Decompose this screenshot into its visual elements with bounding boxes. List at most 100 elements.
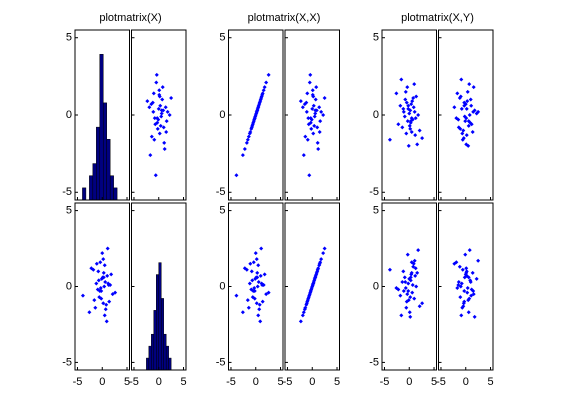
- point: [96, 269, 101, 274]
- point: [98, 260, 103, 265]
- point: [463, 119, 468, 124]
- point: [401, 109, 406, 114]
- point: [164, 130, 169, 134]
- point: [410, 99, 415, 104]
- point: [248, 261, 253, 266]
- point: [250, 295, 255, 300]
- point: [240, 310, 245, 315]
- point: [300, 313, 305, 318]
- hist-bar: [158, 262, 162, 371]
- point: [97, 295, 102, 300]
- point: [302, 102, 307, 107]
- point: [462, 289, 467, 294]
- point: [399, 77, 404, 82]
- point: [258, 273, 263, 278]
- point: [307, 80, 312, 85]
- point: [164, 119, 169, 124]
- point: [399, 313, 404, 318]
- point: [415, 270, 420, 275]
- point: [240, 153, 245, 158]
- y-tick-label: -5: [369, 186, 379, 198]
- point: [414, 94, 419, 99]
- point: [258, 99, 263, 104]
- point: [256, 279, 261, 284]
- hist-bar: [89, 175, 94, 201]
- point: [305, 137, 310, 142]
- point: [471, 85, 476, 90]
- chart-title: plotmatrix(X): [99, 12, 161, 24]
- point: [464, 269, 469, 274]
- point: [406, 143, 411, 148]
- point: [321, 251, 326, 256]
- point: [305, 298, 310, 303]
- point: [322, 96, 327, 100]
- point: [403, 97, 408, 102]
- point: [260, 92, 265, 97]
- point: [463, 252, 468, 257]
- hist-bar: [96, 126, 101, 201]
- point: [407, 111, 412, 116]
- point: [405, 252, 410, 257]
- point: [249, 269, 254, 274]
- point: [420, 301, 425, 306]
- point: [160, 97, 165, 102]
- point: [406, 298, 411, 303]
- point: [414, 284, 419, 289]
- point: [255, 284, 260, 289]
- y-tick-label: -5: [369, 356, 379, 368]
- point: [104, 302, 109, 307]
- point: [412, 258, 417, 263]
- point: [409, 102, 414, 107]
- x-tick-label: 0: [463, 376, 469, 388]
- point: [404, 305, 409, 310]
- point: [406, 289, 411, 294]
- point: [396, 122, 401, 127]
- point: [298, 99, 303, 104]
- point: [314, 85, 319, 90]
- point: [398, 293, 403, 298]
- point: [300, 105, 305, 110]
- point: [104, 319, 109, 324]
- hist-bar: [151, 333, 155, 371]
- point: [156, 106, 161, 111]
- point: [408, 275, 413, 280]
- point: [304, 301, 309, 306]
- x-tick-label: 5: [487, 376, 493, 388]
- hist-bar: [113, 187, 118, 201]
- point: [460, 305, 465, 310]
- point: [401, 269, 406, 274]
- point: [306, 295, 311, 300]
- point: [387, 267, 392, 272]
- y-tick-label: 0: [373, 280, 379, 292]
- point: [256, 263, 261, 268]
- point: [407, 310, 412, 315]
- point: [158, 123, 163, 128]
- y-tick-label: -5: [216, 186, 226, 198]
- point: [408, 108, 413, 113]
- point: [308, 116, 313, 121]
- point: [465, 290, 470, 295]
- y-tick-label: 5: [66, 204, 72, 216]
- point: [415, 142, 420, 147]
- point: [106, 282, 111, 287]
- point: [462, 275, 467, 280]
- x-tick-label: -5: [226, 376, 236, 388]
- point: [158, 103, 163, 108]
- point: [322, 246, 327, 251]
- point: [410, 282, 415, 287]
- point: [258, 319, 263, 324]
- point: [157, 92, 162, 97]
- point: [474, 276, 479, 281]
- point: [310, 106, 315, 111]
- point: [467, 113, 472, 117]
- point: [452, 261, 457, 266]
- point: [404, 100, 409, 105]
- point: [261, 88, 266, 93]
- x-tick-label: -5: [436, 376, 446, 388]
- point: [245, 298, 250, 303]
- y-tick-label: 0: [373, 109, 379, 121]
- point: [101, 270, 106, 275]
- hist-bar: [165, 345, 169, 371]
- point: [408, 314, 413, 319]
